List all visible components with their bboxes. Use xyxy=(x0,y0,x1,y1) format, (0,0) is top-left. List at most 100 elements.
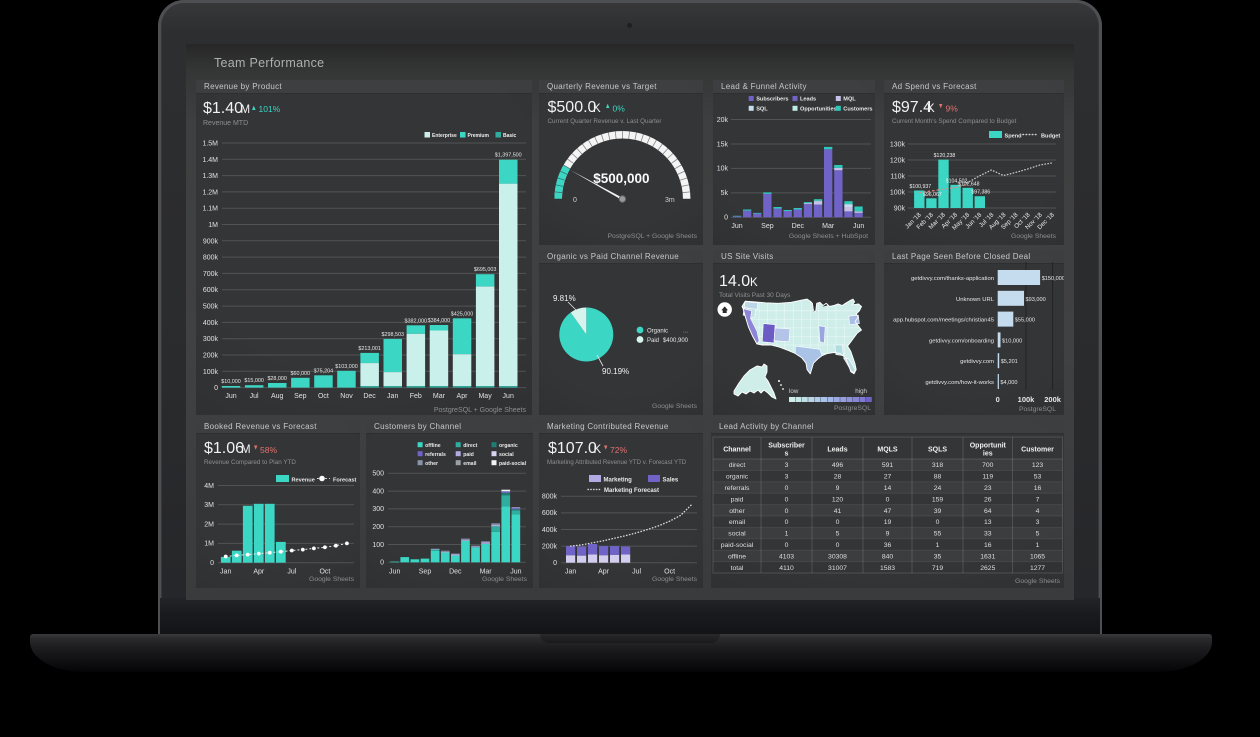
svg-text:$104,502: $104,502 xyxy=(946,178,968,184)
svg-text:600k: 600k xyxy=(203,287,219,294)
svg-text:0: 0 xyxy=(724,215,728,222)
svg-text:1277: 1277 xyxy=(1030,565,1045,572)
svg-text:Apr: Apr xyxy=(457,393,469,400)
svg-text:Leads: Leads xyxy=(827,447,847,454)
svg-text:1.3M: 1.3M xyxy=(202,173,218,180)
svg-text:Unknown URL: Unknown URL xyxy=(956,297,995,303)
svg-text:Revenue MTD: Revenue MTD xyxy=(203,120,248,127)
svg-text:55: 55 xyxy=(934,531,942,538)
svg-text:4110: 4110 xyxy=(779,565,794,572)
svg-text:14: 14 xyxy=(884,485,892,492)
svg-text:23: 23 xyxy=(984,485,992,492)
svg-text:119: 119 xyxy=(982,474,993,481)
svg-text:paid: paid xyxy=(463,452,474,458)
svg-text:Oct: Oct xyxy=(319,569,330,576)
svg-text:1: 1 xyxy=(1036,542,1040,549)
svg-text:26: 26 xyxy=(984,496,992,503)
svg-text:Dec: Dec xyxy=(449,568,462,575)
svg-text:0: 0 xyxy=(785,485,789,492)
svg-text:$298,503: $298,503 xyxy=(381,332,403,338)
svg-text:$28,000: $28,000 xyxy=(267,376,287,382)
svg-text:direct: direct xyxy=(463,443,477,449)
svg-text:Opportunities: Opportunities xyxy=(800,106,837,112)
svg-text:318: 318 xyxy=(932,462,944,469)
svg-text:16: 16 xyxy=(984,542,992,549)
svg-text:39: 39 xyxy=(934,508,942,515)
svg-text:Jun: Jun xyxy=(731,223,742,230)
svg-text:123: 123 xyxy=(1032,462,1044,469)
svg-text:500: 500 xyxy=(372,471,384,478)
svg-text:$102,648: $102,648 xyxy=(958,181,980,187)
svg-text:Customer: Customer xyxy=(1021,447,1054,454)
svg-text:5k: 5k xyxy=(721,190,729,197)
svg-text:Jun: Jun xyxy=(389,568,400,575)
svg-text:159: 159 xyxy=(932,496,944,503)
svg-text:300k: 300k xyxy=(203,336,219,343)
svg-text:1M: 1M xyxy=(208,222,218,229)
svg-text:1.4M: 1.4M xyxy=(202,157,218,164)
svg-text:Google Sheets: Google Sheets xyxy=(1011,233,1057,240)
svg-text:33: 33 xyxy=(984,531,992,538)
svg-text:600k: 600k xyxy=(542,510,558,517)
svg-text:social: social xyxy=(728,531,746,538)
svg-text:Leads: Leads xyxy=(800,97,816,103)
svg-text:referrals: referrals xyxy=(725,485,751,492)
svg-text:Current Month's Spend Compared: Current Month's Spend Compared to Budget xyxy=(892,118,1017,125)
svg-text:$10,000: $10,000 xyxy=(1002,338,1022,344)
svg-text:100k: 100k xyxy=(890,189,906,196)
svg-text:16: 16 xyxy=(1034,485,1042,492)
svg-text:Customers: Customers xyxy=(843,106,872,112)
svg-text:2625: 2625 xyxy=(980,565,995,572)
svg-text:Marketing Attributed Revenue Y: Marketing Attributed Revenue YTD v. Fore… xyxy=(547,459,687,466)
svg-text:Apr: Apr xyxy=(598,569,610,576)
svg-text:1: 1 xyxy=(936,542,940,549)
svg-text:organic: organic xyxy=(726,474,749,481)
svg-text:Jan: Jan xyxy=(565,569,576,576)
svg-text:0: 0 xyxy=(210,560,214,567)
svg-text:other: other xyxy=(729,508,745,515)
svg-text:1065: 1065 xyxy=(1030,553,1045,560)
svg-text:27: 27 xyxy=(884,474,892,481)
svg-text:$15,000: $15,000 xyxy=(244,378,264,384)
svg-text:2M: 2M xyxy=(204,521,214,528)
svg-text:1583: 1583 xyxy=(880,565,895,572)
svg-text:47: 47 xyxy=(884,508,892,515)
svg-text:Channel: Channel xyxy=(723,447,751,454)
svg-text:$5,201: $5,201 xyxy=(1001,359,1018,365)
svg-text:Google Sheets: Google Sheets xyxy=(482,576,528,583)
svg-text:$55,000: $55,000 xyxy=(1015,318,1035,324)
svg-text:591: 591 xyxy=(882,462,894,469)
svg-text:36: 36 xyxy=(884,542,892,549)
svg-text:700k: 700k xyxy=(203,271,219,278)
svg-text:email: email xyxy=(463,461,477,467)
svg-text:19: 19 xyxy=(884,519,892,526)
svg-text:200k: 200k xyxy=(542,543,558,550)
svg-text:700: 700 xyxy=(982,462,994,469)
svg-text:3: 3 xyxy=(785,462,789,469)
svg-text:getdivvy.com/thanks-applicatio: getdivvy.com/thanks-application xyxy=(911,276,994,282)
svg-text:3: 3 xyxy=(1036,519,1040,526)
svg-text:0: 0 xyxy=(785,519,789,526)
svg-text:24: 24 xyxy=(934,485,942,492)
svg-text:Marketing Forecast: Marketing Forecast xyxy=(604,488,659,494)
svg-text:Apr: Apr xyxy=(253,569,265,576)
svg-text:120: 120 xyxy=(832,496,844,503)
svg-text:130k: 130k xyxy=(890,141,906,148)
svg-text:400k: 400k xyxy=(542,527,558,534)
svg-text:Oct: Oct xyxy=(318,393,329,400)
svg-text:9.81%: 9.81% xyxy=(553,294,576,303)
svg-text:$97,386: $97,386 xyxy=(971,190,990,196)
svg-text:400: 400 xyxy=(372,488,384,495)
svg-text:0: 0 xyxy=(380,560,384,567)
svg-text:Jun: Jun xyxy=(503,393,514,400)
svg-text:7: 7 xyxy=(1036,496,1040,503)
svg-text:Oct: Oct xyxy=(664,569,675,576)
svg-text:Current Quarter Revenue v. Las: Current Quarter Revenue v. Last Quarter xyxy=(548,118,662,125)
svg-text:...: ... xyxy=(683,329,688,335)
svg-text:31007: 31007 xyxy=(828,565,847,572)
svg-text:Revenue: Revenue xyxy=(292,478,315,484)
svg-text:3: 3 xyxy=(785,474,789,481)
svg-text:SQL: SQL xyxy=(756,106,768,112)
svg-text:5: 5 xyxy=(836,531,840,538)
svg-text:s: s xyxy=(785,451,789,458)
